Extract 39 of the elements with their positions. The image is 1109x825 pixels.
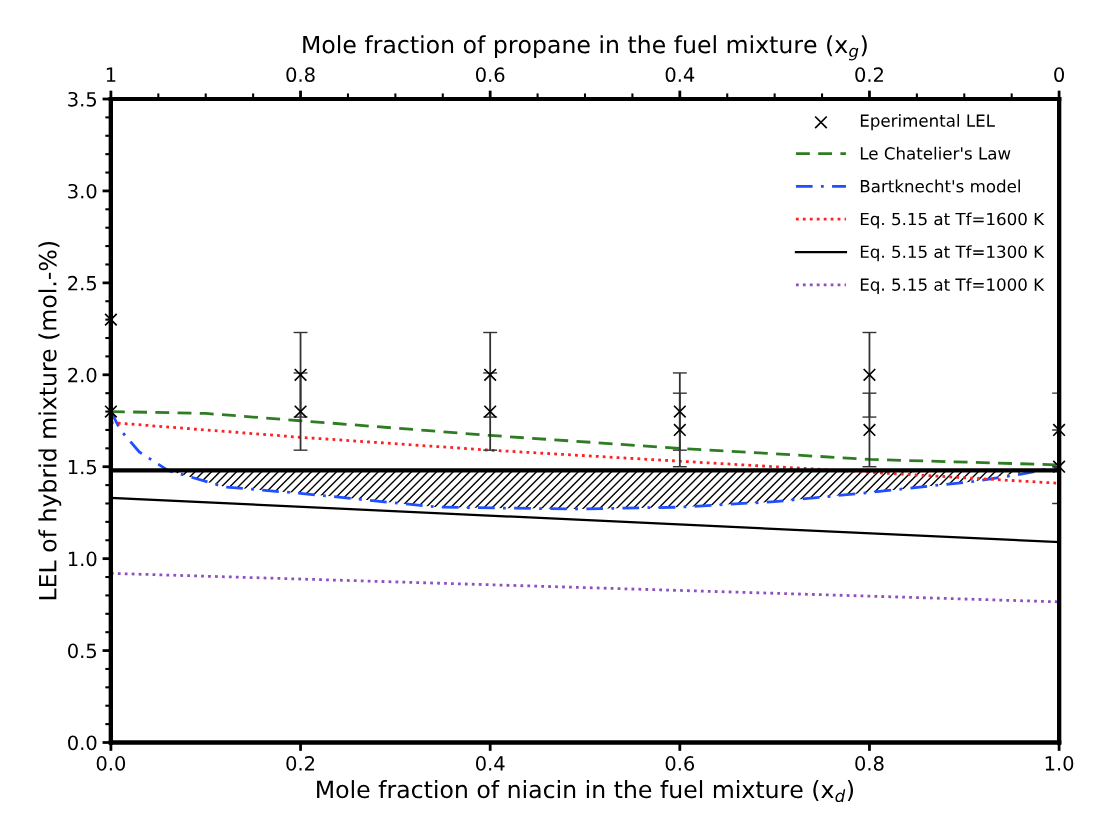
x-tick-label: 0.4 bbox=[476, 756, 505, 771]
x-tick-label: 0.8 bbox=[855, 756, 884, 771]
x-tick-label: 0.2 bbox=[286, 756, 315, 771]
y-tick-label: 1.0 bbox=[68, 551, 97, 567]
x2-tick-label: 0.2 bbox=[855, 67, 883, 83]
x-tick-label: 1.0 bbox=[1045, 756, 1074, 771]
legend-label: Eq. 5.15 at Tf=1600 K bbox=[860, 212, 1045, 229]
point bbox=[293, 404, 308, 419]
point bbox=[673, 423, 687, 437]
y-tick-label: 1.5 bbox=[68, 459, 97, 475]
point bbox=[862, 423, 877, 437]
y-axis-title: LEL of hybrid mixture (mol.-%) bbox=[38, 242, 62, 600]
x2-tick-label: 1 bbox=[106, 67, 116, 82]
legend-label: Eq. 5.15 at Tf=1300 K bbox=[860, 245, 1045, 262]
x-tick-label: 0.0 bbox=[96, 756, 126, 771]
x2-tick-label: 0 bbox=[1054, 67, 1064, 83]
point bbox=[104, 404, 118, 419]
y-tick-label: 0.5 bbox=[68, 643, 97, 659]
x-tick-label: 0.6 bbox=[665, 756, 695, 771]
legend-label: Eperimental LEL bbox=[860, 114, 995, 131]
legend-label: Le Chatelier's Law bbox=[860, 146, 1011, 160]
x2-tick-label: 0.4 bbox=[665, 67, 695, 83]
y-tick-label: 0.0 bbox=[68, 735, 97, 751]
x2-axis-title: Mole fraction of propane in the fuel mixture (x$_{g}$) bbox=[303, 35, 867, 61]
y-tick-label: 3.5 bbox=[68, 91, 97, 107]
y-tick-label: 2.0 bbox=[68, 367, 97, 383]
point bbox=[104, 312, 118, 327]
point bbox=[293, 368, 308, 382]
y-tick-label: 2.5 bbox=[68, 275, 97, 291]
x-axis-title: Mole fraction of niacin in the fuel mixture (x$_{d}$) bbox=[317, 780, 854, 803]
x2-tick-label: 0.6 bbox=[476, 67, 505, 83]
point bbox=[862, 368, 877, 382]
point bbox=[483, 404, 497, 419]
x2-tick-label: 0.8 bbox=[286, 67, 315, 83]
legend-label: Bartknecht's model bbox=[860, 179, 1020, 193]
y-tick-label: 3.0 bbox=[68, 183, 97, 199]
point bbox=[673, 404, 687, 419]
legend-label: Eq. 5.15 at Tf=1000 K bbox=[860, 277, 1045, 295]
point bbox=[483, 368, 497, 382]
